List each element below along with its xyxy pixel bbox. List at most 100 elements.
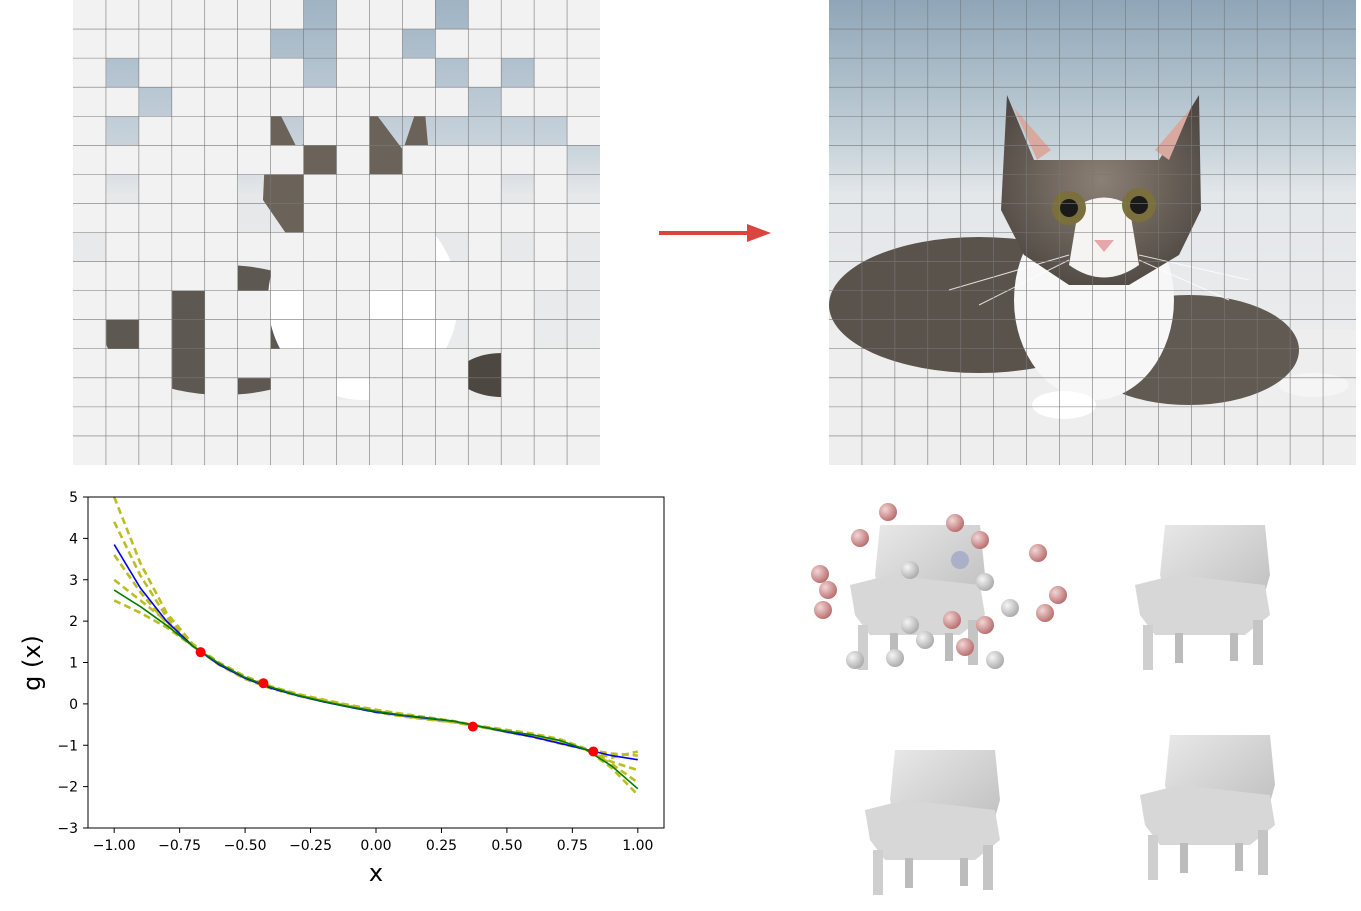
mask-cell — [402, 174, 436, 204]
mask-cell — [501, 203, 535, 233]
mask-cell — [402, 203, 436, 233]
anchor-sphere — [971, 531, 989, 549]
anchor-spheres — [811, 503, 1067, 669]
mask-cell — [534, 377, 568, 408]
mask-cell — [468, 174, 502, 204]
mask-cell — [171, 174, 206, 204]
mask-cell — [138, 406, 173, 437]
anchor-sphere — [886, 649, 904, 667]
mask-cell — [336, 261, 370, 291]
series-line-7 — [113, 589, 639, 790]
mask-cell — [369, 261, 403, 291]
mask-cell — [501, 406, 535, 437]
mask-cell — [204, 377, 238, 408]
mask-cell — [138, 319, 173, 350]
y-tick-label: 5 — [69, 490, 78, 506]
mask-cell — [204, 116, 238, 146]
mask-cell — [336, 203, 370, 233]
mask-cell — [402, 0, 436, 30]
mask-cell — [105, 261, 140, 291]
anchor-sphere — [1029, 544, 1047, 562]
mask-cell — [138, 116, 173, 146]
chair-with-spheres — [811, 503, 1067, 670]
anchor-sphere — [901, 561, 919, 579]
grid-lines — [73, 0, 600, 465]
mask-cell — [369, 406, 403, 437]
mask-cell — [336, 290, 370, 320]
mask-cell — [270, 232, 304, 262]
mask-cell — [138, 203, 173, 233]
mask-cell — [336, 174, 370, 204]
mask-cell — [73, 319, 107, 350]
mask-cell — [468, 0, 502, 30]
mask-cell — [237, 145, 271, 175]
x-tick-label: 0.00 — [360, 838, 391, 854]
mask-cell — [402, 261, 436, 291]
chart-observations-group — [195, 647, 599, 757]
chair-reconstruction-bottom-right — [1140, 735, 1275, 880]
mask-cell — [567, 116, 601, 146]
mask-cell — [303, 174, 337, 204]
mask-cell — [534, 145, 568, 175]
mask-cell — [138, 261, 173, 291]
series-line-4 — [113, 599, 639, 760]
mask-cell — [204, 319, 238, 350]
gx-chart: −1.00 −0.75 −0.50 −0.25 0.00 0.25 0.50 0.75 1.00… — [0, 478, 680, 907]
mask-cell — [138, 29, 173, 59]
mask-cell — [270, 145, 304, 175]
mask-cell — [204, 0, 238, 30]
y-tick-label: −3 — [57, 821, 78, 837]
mask-cell — [435, 261, 469, 291]
mask-cell — [138, 377, 173, 408]
mask-cell — [270, 87, 304, 117]
mask-cell — [303, 261, 337, 291]
mask-cell — [270, 435, 304, 466]
mask-cell — [237, 116, 271, 146]
mask-cell — [468, 261, 502, 291]
mask-cell — [73, 116, 107, 146]
mask-cell — [204, 348, 238, 379]
x-tick-label: −0.50 — [224, 838, 267, 854]
plot-frame — [87, 496, 665, 829]
mask-cell — [336, 58, 370, 88]
mask-cell — [73, 29, 107, 59]
mask-cell — [105, 203, 140, 233]
mask-cell — [237, 406, 271, 437]
mask-cell — [468, 203, 502, 233]
mask-cell — [402, 377, 436, 408]
mask-cell — [534, 58, 568, 88]
mask-cell — [402, 348, 436, 379]
mask-cell — [369, 29, 403, 59]
mask-cell — [270, 406, 304, 437]
x-axis-label: x — [369, 859, 383, 887]
mask-cell — [270, 261, 304, 291]
series-line-3 — [113, 578, 639, 796]
mask-cell — [73, 145, 107, 175]
mask-cell — [402, 232, 436, 262]
mask-cell — [73, 0, 107, 30]
mask-cell — [435, 348, 469, 379]
x-tick-label: 0.25 — [426, 838, 457, 854]
mask-cell — [435, 87, 469, 117]
mask-cell — [73, 58, 107, 88]
mask-cell — [105, 0, 140, 30]
mask-cell — [336, 348, 370, 379]
mask-cell — [369, 203, 403, 233]
mask-cell — [73, 174, 107, 204]
mask-cell — [303, 348, 337, 379]
mask-cell — [402, 435, 436, 466]
mask-cell — [171, 435, 206, 466]
x-tick-label: −0.75 — [158, 838, 201, 854]
x-ticks: −1.00 −0.75 −0.50 −0.25 0.00 0.25 0.50 0.75 1.00 — [93, 828, 653, 854]
mask-cell — [138, 174, 173, 204]
anchor-sphere — [879, 503, 897, 521]
y-tick-label: 3 — [69, 573, 78, 589]
mask-cell — [204, 261, 238, 291]
anchor-sphere — [901, 616, 919, 634]
mask-cell — [468, 29, 502, 59]
mask-cell — [73, 406, 107, 437]
mask-cell — [171, 406, 206, 437]
mask-cell — [567, 0, 601, 30]
chart-series-group — [112, 497, 639, 796]
mask-cell — [501, 348, 535, 379]
